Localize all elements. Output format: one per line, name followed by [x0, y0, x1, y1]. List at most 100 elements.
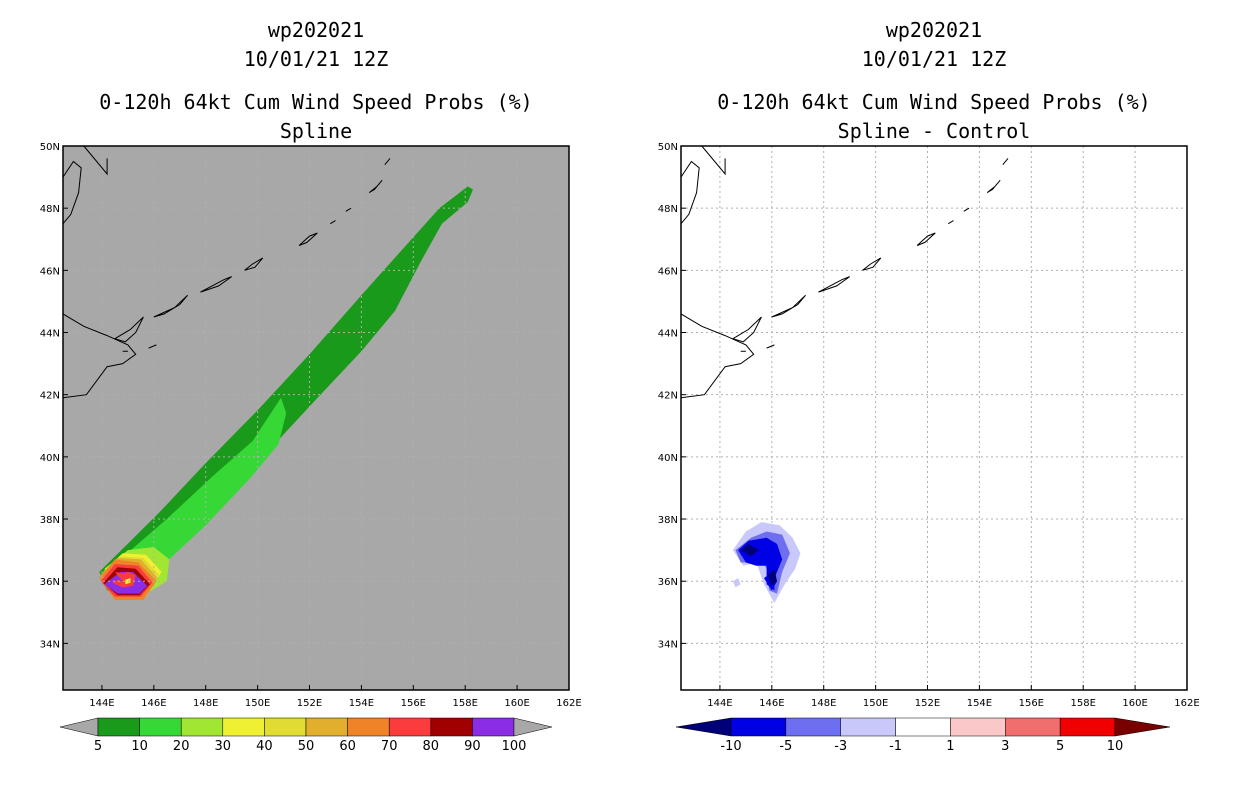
left-ytick-label: 38N — [40, 515, 60, 526]
left-colorbar-label: 60 — [339, 739, 356, 754]
left-colorbar-label: 70 — [381, 739, 398, 754]
left-xtick-label: 152E — [297, 698, 322, 709]
left-xtick-label: 150E — [245, 698, 270, 709]
right-kuril-island — [986, 179, 1001, 194]
left-ytick-label: 42N — [40, 391, 60, 402]
right-colorbar-swatch — [1005, 717, 1061, 737]
left-xtick-label: 158E — [453, 698, 478, 709]
right-ytick-label: 50N — [658, 142, 678, 153]
right-colorbar-arrow-low — [675, 717, 732, 737]
left-ytick-label: 48N — [40, 204, 60, 215]
right-difference-band-extreme — [740, 543, 759, 557]
left-kuril-island — [330, 220, 336, 225]
right-difference-map: 144E 146E 148E 150E 152E 154E 156E 158E 160E 162E… — [658, 142, 1200, 754]
right-kuril-island — [1002, 158, 1009, 166]
left-coast-hokkaido — [62, 313, 137, 399]
left-ytick-label: 34N — [40, 639, 60, 650]
left-ytick-label: 44N — [40, 329, 60, 340]
right-colorbar-swatch — [1059, 717, 1116, 737]
right-title-date: 10/01/21 12Z — [861, 47, 1007, 71]
left-colorbar-swatch — [222, 717, 265, 737]
left-colorbar-label: 50 — [298, 739, 315, 754]
right-title-product: 0-120h 64kt Cum Wind Speed Probs (%) — [717, 90, 1151, 114]
left-xtick-label: 144E — [89, 698, 114, 709]
right-ytick-label: 48N — [658, 204, 678, 215]
left-kuril-island — [200, 276, 232, 293]
right-xtick-label: 154E — [967, 698, 992, 709]
right-colorbar-label: 10 — [1107, 739, 1124, 754]
left-kuril-island — [148, 344, 157, 349]
left-kuril-island — [384, 158, 391, 166]
right-ytick-label: 38N — [658, 515, 678, 526]
left-kuril-island — [153, 294, 188, 318]
left-colorbar-arrow-high — [513, 717, 553, 737]
left-colorbar-label: 90 — [464, 739, 481, 754]
left-colorbar-arrow-low — [59, 717, 99, 737]
left-title-method: Spline — [279, 119, 353, 143]
left-plot-background — [63, 146, 569, 690]
left-xtick-label: 156E — [401, 698, 426, 709]
right-xtick-label: 162E — [1174, 698, 1199, 709]
left-probability-band — [101, 397, 287, 594]
left-ytick-label: 40N — [40, 453, 60, 464]
left-coast-sakhalin-north — [83, 145, 108, 176]
right-xtick-label: 146E — [759, 698, 784, 709]
left-title-date: 10/01/21 12Z — [243, 47, 389, 71]
left-ytick-label: 36N — [40, 577, 60, 588]
left-probability-band — [112, 571, 136, 588]
right-coast-sakhalin — [680, 160, 700, 225]
left-plot-frame — [62, 145, 570, 691]
right-ytick-label: 46N — [658, 266, 678, 277]
left-probability-bands — [99, 186, 474, 600]
right-kuril-island — [948, 220, 954, 225]
left-kuril-island — [368, 179, 383, 194]
left-title-product: 0-120h 64kt Cum Wind Speed Probs (%) — [99, 90, 533, 114]
right-colorbar-label: -3 — [834, 739, 847, 754]
left-colorbar-label: 10 — [131, 739, 148, 754]
right-xtick-label: 150E — [863, 698, 888, 709]
left-colorbar-swatch — [180, 717, 224, 737]
right-plot-frame — [680, 145, 1188, 691]
left-xtick-label: 162E — [556, 698, 581, 709]
right-xtick-label: 156E — [1019, 698, 1044, 709]
right-title-storm: wp202021 — [885, 18, 983, 42]
right-difference-band — [732, 578, 741, 588]
left-colorbar-label: 80 — [423, 739, 440, 754]
right-kuril-island — [818, 276, 850, 293]
left-colorbar-swatch — [97, 717, 140, 737]
right-colorbar-label: 1 — [946, 739, 954, 754]
right-ytick-label: 42N — [658, 391, 678, 402]
right-colorbar-swatch — [785, 717, 841, 737]
left-colorbar-swatch — [388, 717, 432, 737]
left-colorbar-swatch — [430, 717, 473, 737]
left-ytick-label: 46N — [40, 266, 60, 277]
left-colorbar-label: 20 — [173, 739, 190, 754]
right-colorbar-swatch — [730, 717, 787, 737]
left-colorbar-swatch — [264, 717, 307, 737]
left-coast-sakhalin — [62, 160, 82, 225]
right-ytick-label: 34N — [658, 639, 678, 650]
right-colorbar-label: 3 — [1001, 739, 1009, 754]
right-xtick-label: 152E — [915, 698, 940, 709]
right-xtick-label: 144E — [707, 698, 732, 709]
left-colorbar-label: 5 — [94, 739, 102, 754]
right-xtick-label: 148E — [811, 698, 836, 709]
right-colorbar-swatch — [840, 717, 896, 737]
right-colorbar-arrow-high — [1114, 717, 1171, 737]
right-kuril-island — [963, 207, 970, 212]
left-probability-band — [125, 578, 131, 585]
right-plot-background — [681, 146, 1187, 690]
left-xtick-label: 146E — [141, 698, 166, 709]
right-difference-bands — [732, 522, 801, 603]
right-coast-sakhalin-north — [701, 145, 726, 176]
right-coastlines — [680, 145, 1009, 399]
right-difference-band-extreme — [767, 568, 777, 586]
right-colorbar-label: 5 — [1056, 739, 1064, 754]
left-colorbar-label: 100 — [502, 739, 527, 754]
right-colorbar-label: -5 — [779, 739, 792, 754]
right-ytick-label: 36N — [658, 577, 678, 588]
left-colorbar-label: 30 — [215, 739, 232, 754]
left-probability-band — [99, 186, 474, 594]
right-kuril-island — [731, 316, 762, 343]
right-colorbar-swatch — [895, 717, 951, 737]
